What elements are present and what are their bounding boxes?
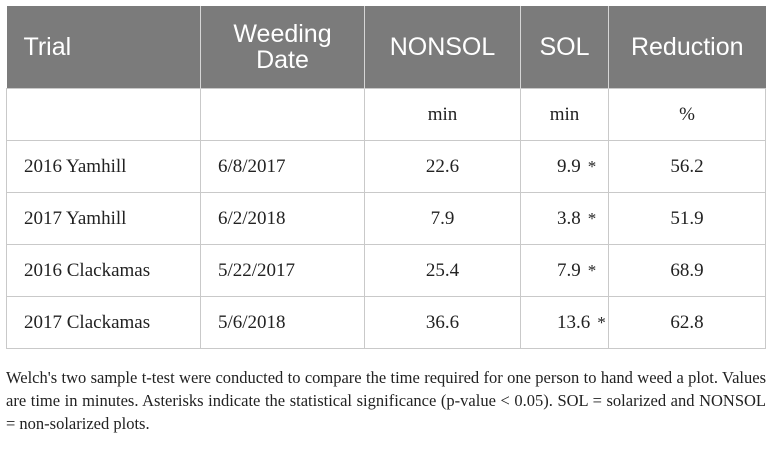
cell-nonsol: 22.6 (364, 140, 521, 193)
cell-reduction: 56.2 (608, 140, 766, 193)
cell-nonsol: 25.4 (364, 244, 521, 297)
table-body: min min % 2016 Yamhill 6/8/2017 22.6 9.9… (6, 88, 766, 349)
sol-value: 7.9 (557, 259, 581, 281)
cell-reduction: 62.8 (608, 296, 766, 349)
cell-nonsol: 36.6 (364, 296, 521, 349)
table-row: 2016 Yamhill 6/8/2017 22.6 9.9 * 56.2 (6, 140, 766, 193)
significance-marker: * (587, 156, 597, 176)
cell-trial: 2016 Clackamas (6, 244, 201, 297)
weeding-time-table: Trial Weeding Date NONSOL SOL Reduction … (6, 6, 766, 349)
cell-trial: 2017 Clackamas (6, 296, 201, 349)
header-row: Trial Weeding Date NONSOL SOL Reduction (6, 6, 766, 89)
header-weeding-date-line1: Weeding (233, 20, 332, 48)
cell-trial: 2016 Yamhill (6, 140, 201, 193)
cell-sol: 13.6 * (520, 296, 609, 349)
cell-weeding-date: 6/2/2018 (200, 192, 365, 245)
table-header: Trial Weeding Date NONSOL SOL Reduction (6, 6, 766, 89)
unit-reduction: % (608, 88, 766, 141)
cell-nonsol: 7.9 (364, 192, 521, 245)
significance-marker: * (587, 260, 597, 280)
header-weeding-date-line2: Date (256, 46, 309, 74)
unit-nonsol: min (364, 88, 521, 141)
header-weeding-date: Weeding Date (200, 6, 365, 89)
sol-value: 9.9 (557, 155, 581, 177)
significance-marker: * (597, 312, 606, 332)
cell-reduction: 68.9 (608, 244, 766, 297)
header-nonsol: NONSOL (364, 6, 521, 89)
unit-trial (6, 88, 201, 141)
header-reduction: Reduction (608, 6, 766, 89)
sol-value: 3.8 (557, 207, 581, 229)
cell-sol: 3.8 * (520, 192, 609, 245)
cell-trial: 2017 Yamhill (6, 192, 201, 245)
cell-reduction: 51.9 (608, 192, 766, 245)
cell-weeding-date: 5/6/2018 (200, 296, 365, 349)
cell-sol: 7.9 * (520, 244, 609, 297)
table-footnote: Welch's two sample t-test were conducted… (6, 368, 766, 433)
table-row: 2016 Clackamas 5/22/2017 25.4 7.9 * 68.9 (6, 244, 766, 297)
cell-weeding-date: 5/22/2017 (200, 244, 365, 297)
table-row: 2017 Clackamas 5/6/2018 36.6 13.6 * 62.8 (6, 296, 766, 349)
cell-sol: 9.9 * (520, 140, 609, 193)
cell-weeding-date: 6/8/2017 (200, 140, 365, 193)
header-trial: Trial (6, 6, 201, 89)
unit-weeding-date (200, 88, 365, 141)
units-row: min min % (6, 88, 766, 141)
significance-marker: * (587, 208, 597, 228)
table-row: 2017 Yamhill 6/2/2018 7.9 3.8 * 51.9 (6, 192, 766, 245)
unit-sol: min (520, 88, 609, 141)
header-sol: SOL (520, 6, 609, 89)
sol-value: 13.6 (557, 311, 591, 333)
